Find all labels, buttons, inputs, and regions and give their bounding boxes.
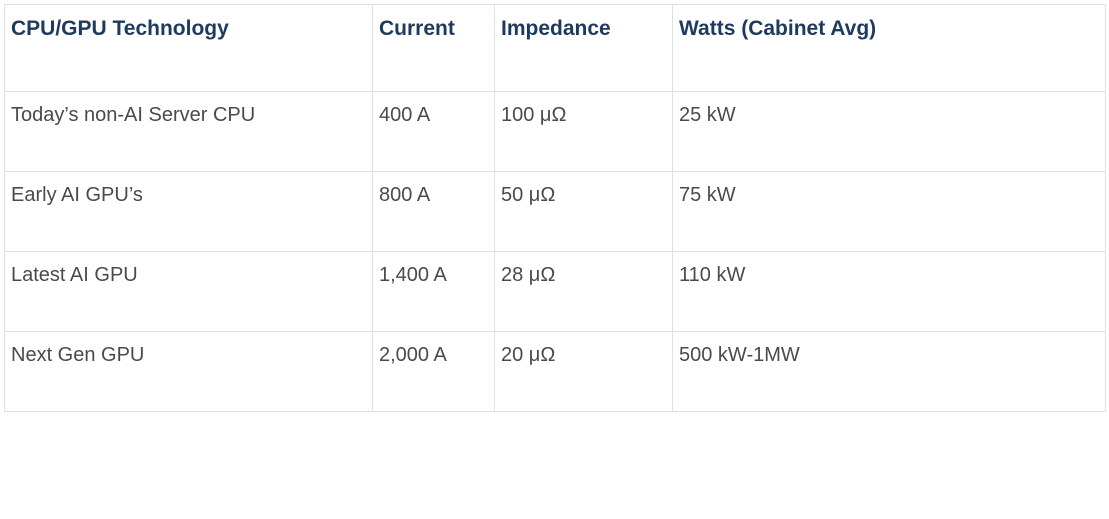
col-header-technology: CPU/GPU Technology [5,5,373,92]
cell-technology: Latest AI GPU [5,252,373,332]
cell-current: 400 A [373,92,495,172]
table-row: Next Gen GPU 2,000 A 20 μΩ 500 kW-1MW [5,332,1106,412]
gpu-power-table: CPU/GPU Technology Current Impedance Wat… [4,4,1106,412]
cell-impedance: 20 μΩ [495,332,673,412]
cell-current: 800 A [373,172,495,252]
cell-watts: 500 kW-1MW [673,332,1106,412]
cell-impedance: 28 μΩ [495,252,673,332]
cell-technology: Today’s non-AI Server CPU [5,92,373,172]
table-header-row: CPU/GPU Technology Current Impedance Wat… [5,5,1106,92]
cell-watts: 75 kW [673,172,1106,252]
cell-impedance: 100 μΩ [495,92,673,172]
cell-watts: 25 kW [673,92,1106,172]
col-header-impedance: Impedance [495,5,673,92]
table-row: Latest AI GPU 1,400 A 28 μΩ 110 kW [5,252,1106,332]
cell-current: 2,000 A [373,332,495,412]
table-row: Early AI GPU’s 800 A 50 μΩ 75 kW [5,172,1106,252]
table-row: Today’s non-AI Server CPU 400 A 100 μΩ 2… [5,92,1106,172]
cell-impedance: 50 μΩ [495,172,673,252]
col-header-watts: Watts (Cabinet Avg) [673,5,1106,92]
cell-current: 1,400 A [373,252,495,332]
col-header-current: Current [373,5,495,92]
cell-technology: Early AI GPU’s [5,172,373,252]
cell-watts: 110 kW [673,252,1106,332]
cell-technology: Next Gen GPU [5,332,373,412]
